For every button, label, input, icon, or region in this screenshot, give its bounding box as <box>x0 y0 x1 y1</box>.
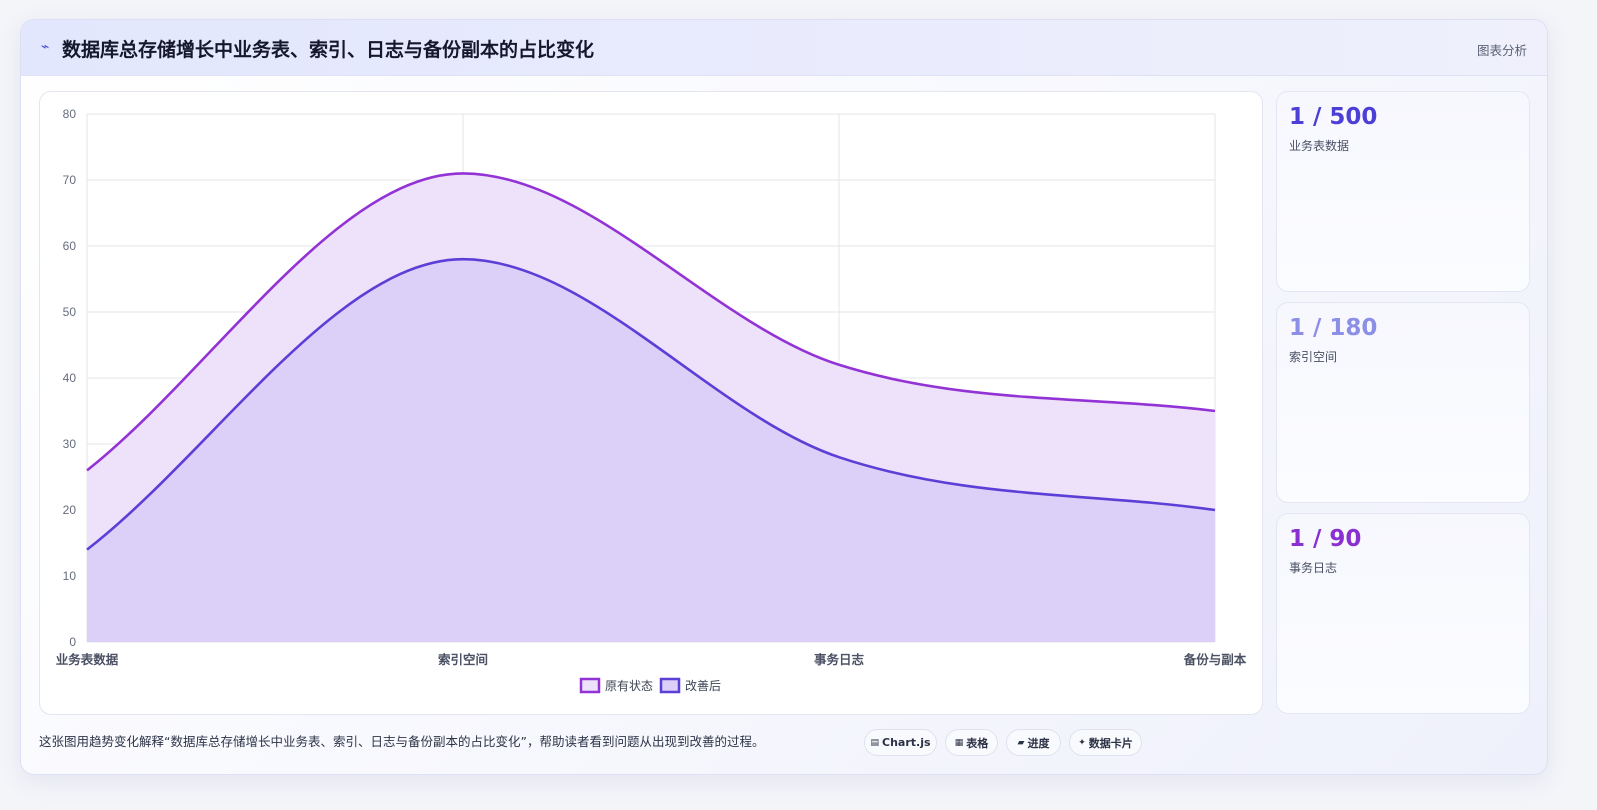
y-tick-label: 10 <box>63 569 77 583</box>
chip-label: 数据卡片 <box>1088 736 1133 750</box>
series-area-2 <box>87 259 1215 642</box>
x-tick-label: 备份与副本 <box>1183 652 1247 667</box>
page-title: 数据库总存储增长中业务表、索引、日志与备份副本的占比变化 <box>62 39 595 61</box>
card-header: ⌁ 数据库总存储增长中业务表、索引、日志与备份副本的占比变化 图表分析 <box>21 20 1547 76</box>
stat-card-3: 1 / 90 事务日志 <box>1276 513 1530 714</box>
chart-icon: ▤ <box>870 737 879 748</box>
y-tick-label: 80 <box>63 107 77 121</box>
y-tick-label: 30 <box>63 437 77 451</box>
stat-value: 1 / 500 <box>1289 104 1378 130</box>
chip-label: 进度 <box>1027 736 1050 750</box>
progress-icon: ▰ <box>1017 737 1025 748</box>
y-tick-label: 40 <box>63 371 77 385</box>
y-tick-label: 0 <box>69 635 76 649</box>
x-tick-label: 业务表数据 <box>56 652 119 667</box>
chip-table[interactable]: ▦ 表格 <box>945 729 998 756</box>
series-line-1 <box>86 172 1216 472</box>
stat-label: 索引空间 <box>1289 350 1338 364</box>
y-tick-label: 20 <box>63 503 77 517</box>
lightning-icon: ⌁ <box>41 39 50 55</box>
y-tick-label: 60 <box>63 239 77 253</box>
chip-progress[interactable]: ▰ 进度 <box>1006 729 1061 756</box>
chart-caption: 这张图用趋势变化解释“数据库总存储增长中业务表、索引、日志与备份副本的占比变化”… <box>39 734 765 749</box>
y-tick-label: 50 <box>63 305 77 319</box>
chart-card: ⌁ 数据库总存储增长中业务表、索引、日志与备份副本的占比变化 图表分析 0 10 2… <box>20 19 1548 775</box>
chip-label: 表格 <box>966 736 989 750</box>
stat-card-2: 1 / 180 索引空间 <box>1276 302 1530 503</box>
series-line-2 <box>86 257 1216 551</box>
x-tick-label: 索引空间 <box>438 652 488 667</box>
header-tag: 图表分析 <box>1476 43 1527 58</box>
chip-chartjs[interactable]: ▤ Chart.js <box>864 729 937 756</box>
table-icon: ▦ <box>954 737 964 748</box>
chip-label: Chart.js <box>882 736 931 749</box>
legend-swatch <box>659 677 681 694</box>
stat-value: 1 / 90 <box>1289 526 1362 552</box>
chart-panel: 0 10 20 30 40 50 60 70 80 业务表数据 索引空间 事务日志 备份与副本原有状态 改… <box>39 91 1263 715</box>
stat-card-1: 1 / 500 业务表数据 <box>1276 91 1530 292</box>
y-tick-label: 70 <box>63 173 77 187</box>
legend-label: 改善后 <box>685 678 721 693</box>
sparkle-icon: ✦ <box>1078 737 1086 748</box>
x-tick-label: 事务日志 <box>814 652 865 667</box>
chip-data-card[interactable]: ✦ 数据卡片 <box>1069 729 1142 756</box>
legend-swatch <box>579 677 601 694</box>
stat-value: 1 / 180 <box>1289 315 1378 341</box>
legend-label: 原有状态 <box>605 679 653 693</box>
stat-label: 事务日志 <box>1289 561 1338 575</box>
stat-label: 业务表数据 <box>1289 139 1350 153</box>
